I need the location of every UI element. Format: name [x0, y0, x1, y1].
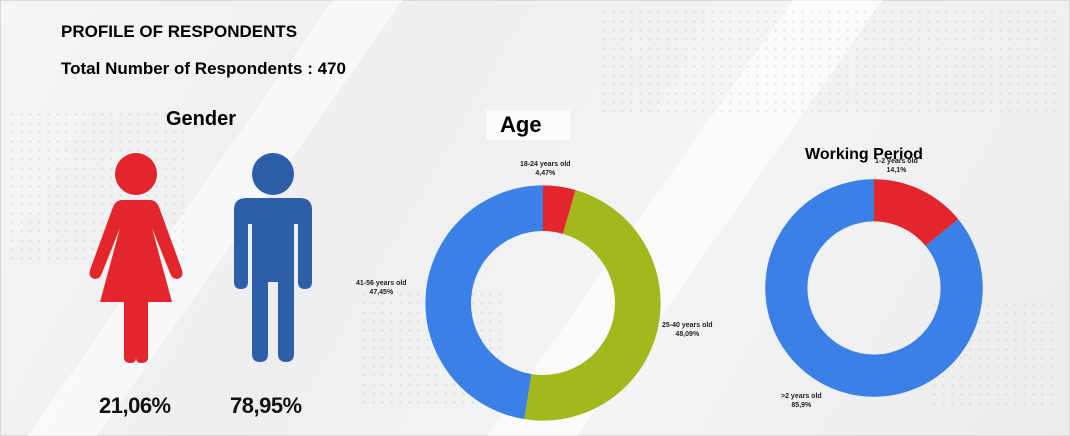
age-label-25-40: 25-40 years old 48,09%: [662, 321, 713, 339]
working-period-donut-slice-2: [765, 179, 983, 397]
female-body: [89, 200, 183, 363]
age-label-25-40-category: 25-40 years old: [662, 322, 713, 329]
age-label-41-56-value: 47,45%: [369, 289, 394, 296]
male-body: [234, 198, 312, 362]
female-head: [115, 153, 157, 195]
work-label-over-2-category: >2 years old: [781, 393, 822, 400]
age-donut-chart: [425, 185, 661, 421]
age-title-background: [486, 110, 570, 140]
male-percentage: 78,95%: [230, 393, 302, 418]
work-label-1-2: 1-2 years old 14,1%: [875, 157, 918, 175]
page-title: PROFILE OF RESPONDENTS: [61, 22, 298, 41]
age-label-18-24-category: 18-24 years old: [520, 161, 571, 168]
female-percentage: 21,06%: [99, 393, 171, 418]
male-person-icon: [234, 153, 312, 362]
page-subtitle: Total Number of Respondents : 470: [61, 59, 346, 78]
age-label-18-24-value: 4,47%: [535, 170, 556, 177]
age-donut-slice-1: [543, 185, 576, 234]
work-label-over-2: >2 years old 85,9%: [781, 392, 822, 410]
working-period-chart-title: Working Period: [805, 146, 923, 163]
work-label-over-2-value: 85,9%: [791, 402, 812, 409]
age-label-41-56: 41-56 years old 47,45%: [356, 279, 407, 297]
work-label-1-2-value: 14,1%: [886, 167, 907, 174]
age-label-41-56-category: 41-56 years old: [356, 280, 407, 287]
male-head: [252, 153, 294, 195]
working-period-donut-slice-1: [874, 179, 959, 246]
age-label-18-24: 18-24 years old 4,47%: [520, 160, 571, 178]
working-period-donut-chart: [765, 179, 983, 397]
age-donut-slice-3: [425, 185, 543, 420]
work-label-1-2-category: 1-2 years old: [875, 158, 918, 165]
age-donut-slice-2: [524, 190, 661, 421]
age-chart-title: Age: [500, 112, 542, 137]
age-label-25-40-value: 48,09%: [675, 331, 700, 338]
female-person-icon: [89, 153, 183, 363]
gender-chart-title: Gender: [166, 108, 237, 130]
